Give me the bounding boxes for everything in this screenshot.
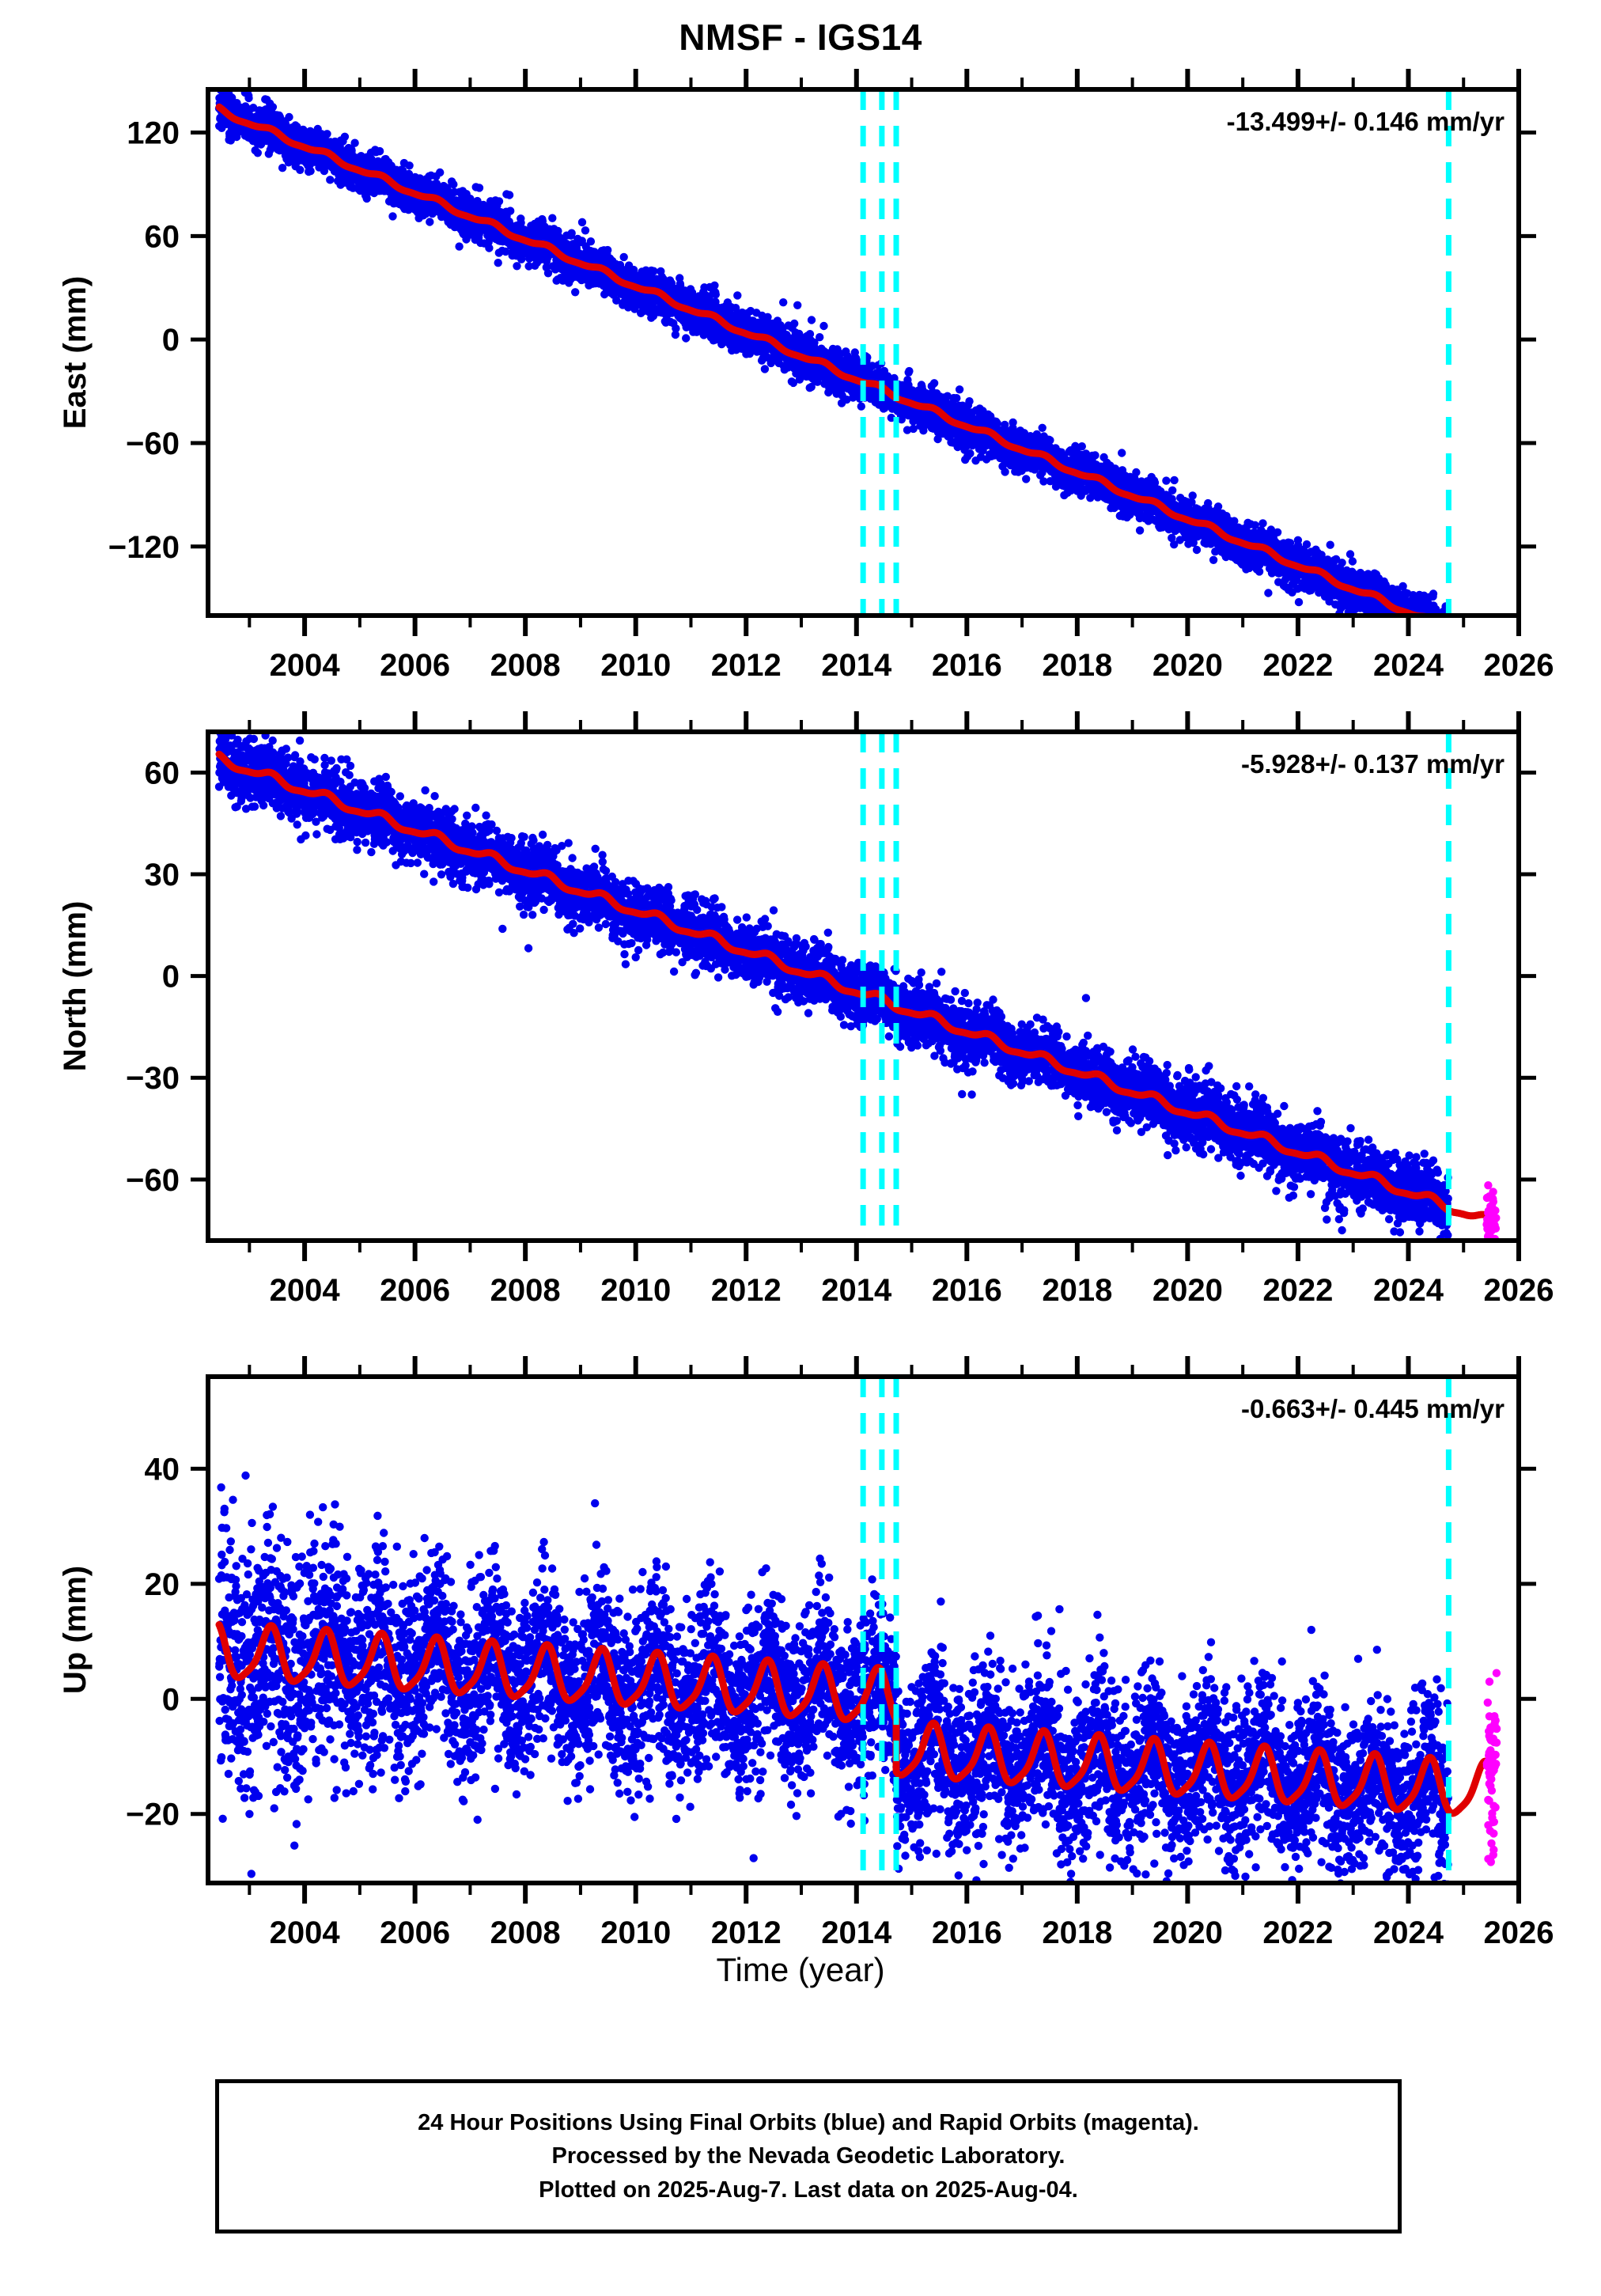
y-axis-label-east: East (mm)	[58, 276, 93, 429]
svg-text:120: 120	[127, 116, 180, 151]
plot-area-east	[215, 81, 1493, 645]
caption-box: 24 Hour Positions Using Final Orbits (bl…	[215, 2079, 1402, 2233]
svg-text:−20: −20	[126, 1798, 180, 1832]
svg-text:0: 0	[162, 323, 180, 358]
svg-text:2016: 2016	[932, 1915, 1002, 1950]
svg-text:2006: 2006	[380, 1915, 450, 1950]
svg-text:2022: 2022	[1262, 1915, 1333, 1950]
svg-text:2012: 2012	[711, 1915, 782, 1950]
svg-text:2008: 2008	[490, 648, 561, 683]
chart-east: 120 60 0 −60 −120 2004 2006 2008 2010 2012 2014 201…	[0, 47, 1601, 704]
step-markers	[863, 89, 1448, 616]
svg-text:2010: 2010	[600, 648, 671, 683]
svg-text:−60: −60	[126, 426, 180, 461]
svg-text:2006: 2006	[380, 648, 450, 683]
y-axis-label-up: Up (mm)	[58, 1566, 93, 1694]
svg-text:40: 40	[145, 1452, 180, 1487]
svg-text:2010: 2010	[600, 1273, 671, 1308]
svg-text:20: 20	[145, 1567, 180, 1602]
plot-area-north	[215, 714, 1501, 1250]
svg-text:2014: 2014	[821, 648, 892, 683]
svg-text:0: 0	[162, 1682, 180, 1717]
caption-line-1: 24 Hour Positions Using Final Orbits (bl…	[418, 2106, 1199, 2139]
plot-area-up	[215, 1377, 1501, 1902]
panel-up: 40 20 0 −20 2004 2006 2008 2010 2012 2014 2016 2018…	[0, 1329, 1601, 1954]
svg-text:2014: 2014	[821, 1915, 892, 1950]
svg-text:2008: 2008	[490, 1273, 561, 1308]
svg-text:2024: 2024	[1373, 648, 1444, 683]
caption-line-2: Processed by the Nevada Geodetic Laborat…	[552, 2139, 1065, 2173]
chart-up: 40 20 0 −20 2004 2006 2008 2010 2012 2014 2016 2018…	[0, 1329, 1601, 1954]
svg-text:2024: 2024	[1373, 1915, 1444, 1950]
svg-text:2026: 2026	[1484, 1273, 1554, 1308]
series-rapid-orbits	[1484, 625, 1492, 633]
svg-text:30: 30	[145, 858, 180, 892]
svg-text:2026: 2026	[1484, 648, 1554, 683]
svg-text:2018: 2018	[1042, 1915, 1112, 1950]
chart-north: 60 30 0 −30 −60 2004 2006 2008 2010 2012 2014 2016 2…	[0, 696, 1601, 1329]
caption-line-3: Plotted on 2025-Aug-7. Last data on 2025…	[539, 2173, 1078, 2207]
x-axis-title: Time (year)	[0, 1951, 1601, 1989]
panel-east: 120 60 0 −60 −120 2004 2006 2008 2010 2012 2014 201…	[0, 47, 1601, 704]
svg-text:2022: 2022	[1262, 648, 1333, 683]
svg-text:2020: 2020	[1152, 648, 1223, 683]
svg-text:2014: 2014	[821, 1273, 892, 1308]
svg-text:2004: 2004	[270, 1915, 341, 1950]
svg-text:2026: 2026	[1484, 1915, 1554, 1950]
svg-text:2012: 2012	[711, 1273, 782, 1308]
svg-text:2008: 2008	[490, 1915, 561, 1950]
svg-text:2010: 2010	[600, 1915, 671, 1950]
svg-text:2004: 2004	[270, 648, 341, 683]
svg-text:2016: 2016	[932, 1273, 1002, 1308]
svg-text:2022: 2022	[1262, 1273, 1333, 1308]
svg-text:−60: −60	[126, 1163, 180, 1198]
svg-text:−30: −30	[126, 1061, 180, 1096]
svg-text:60: 60	[145, 219, 180, 254]
svg-text:−120: −120	[108, 530, 180, 565]
series-rapid-orbits	[1483, 1669, 1501, 1866]
svg-text:2018: 2018	[1042, 648, 1112, 683]
y-axis-label-north: North (mm)	[58, 901, 93, 1072]
rate-label-north: -5.928+/- 0.137 mm/yr	[1241, 749, 1504, 779]
svg-text:2016: 2016	[932, 648, 1002, 683]
rate-label-east: -13.499+/- 0.146 mm/yr	[1227, 107, 1504, 136]
svg-text:2020: 2020	[1152, 1273, 1223, 1308]
svg-text:2004: 2004	[270, 1273, 341, 1308]
panel-north: 60 30 0 −30 −60 2004 2006 2008 2010 2012 2014 2016 2…	[0, 696, 1601, 1329]
svg-text:2012: 2012	[711, 648, 782, 683]
svg-text:60: 60	[145, 756, 180, 790]
svg-text:0: 0	[162, 960, 180, 995]
svg-text:2024: 2024	[1373, 1273, 1444, 1308]
rate-label-up: -0.663+/- 0.445 mm/yr	[1241, 1394, 1504, 1423]
svg-text:2018: 2018	[1042, 1273, 1112, 1308]
svg-text:2020: 2020	[1152, 1915, 1223, 1950]
svg-text:2006: 2006	[380, 1273, 450, 1308]
